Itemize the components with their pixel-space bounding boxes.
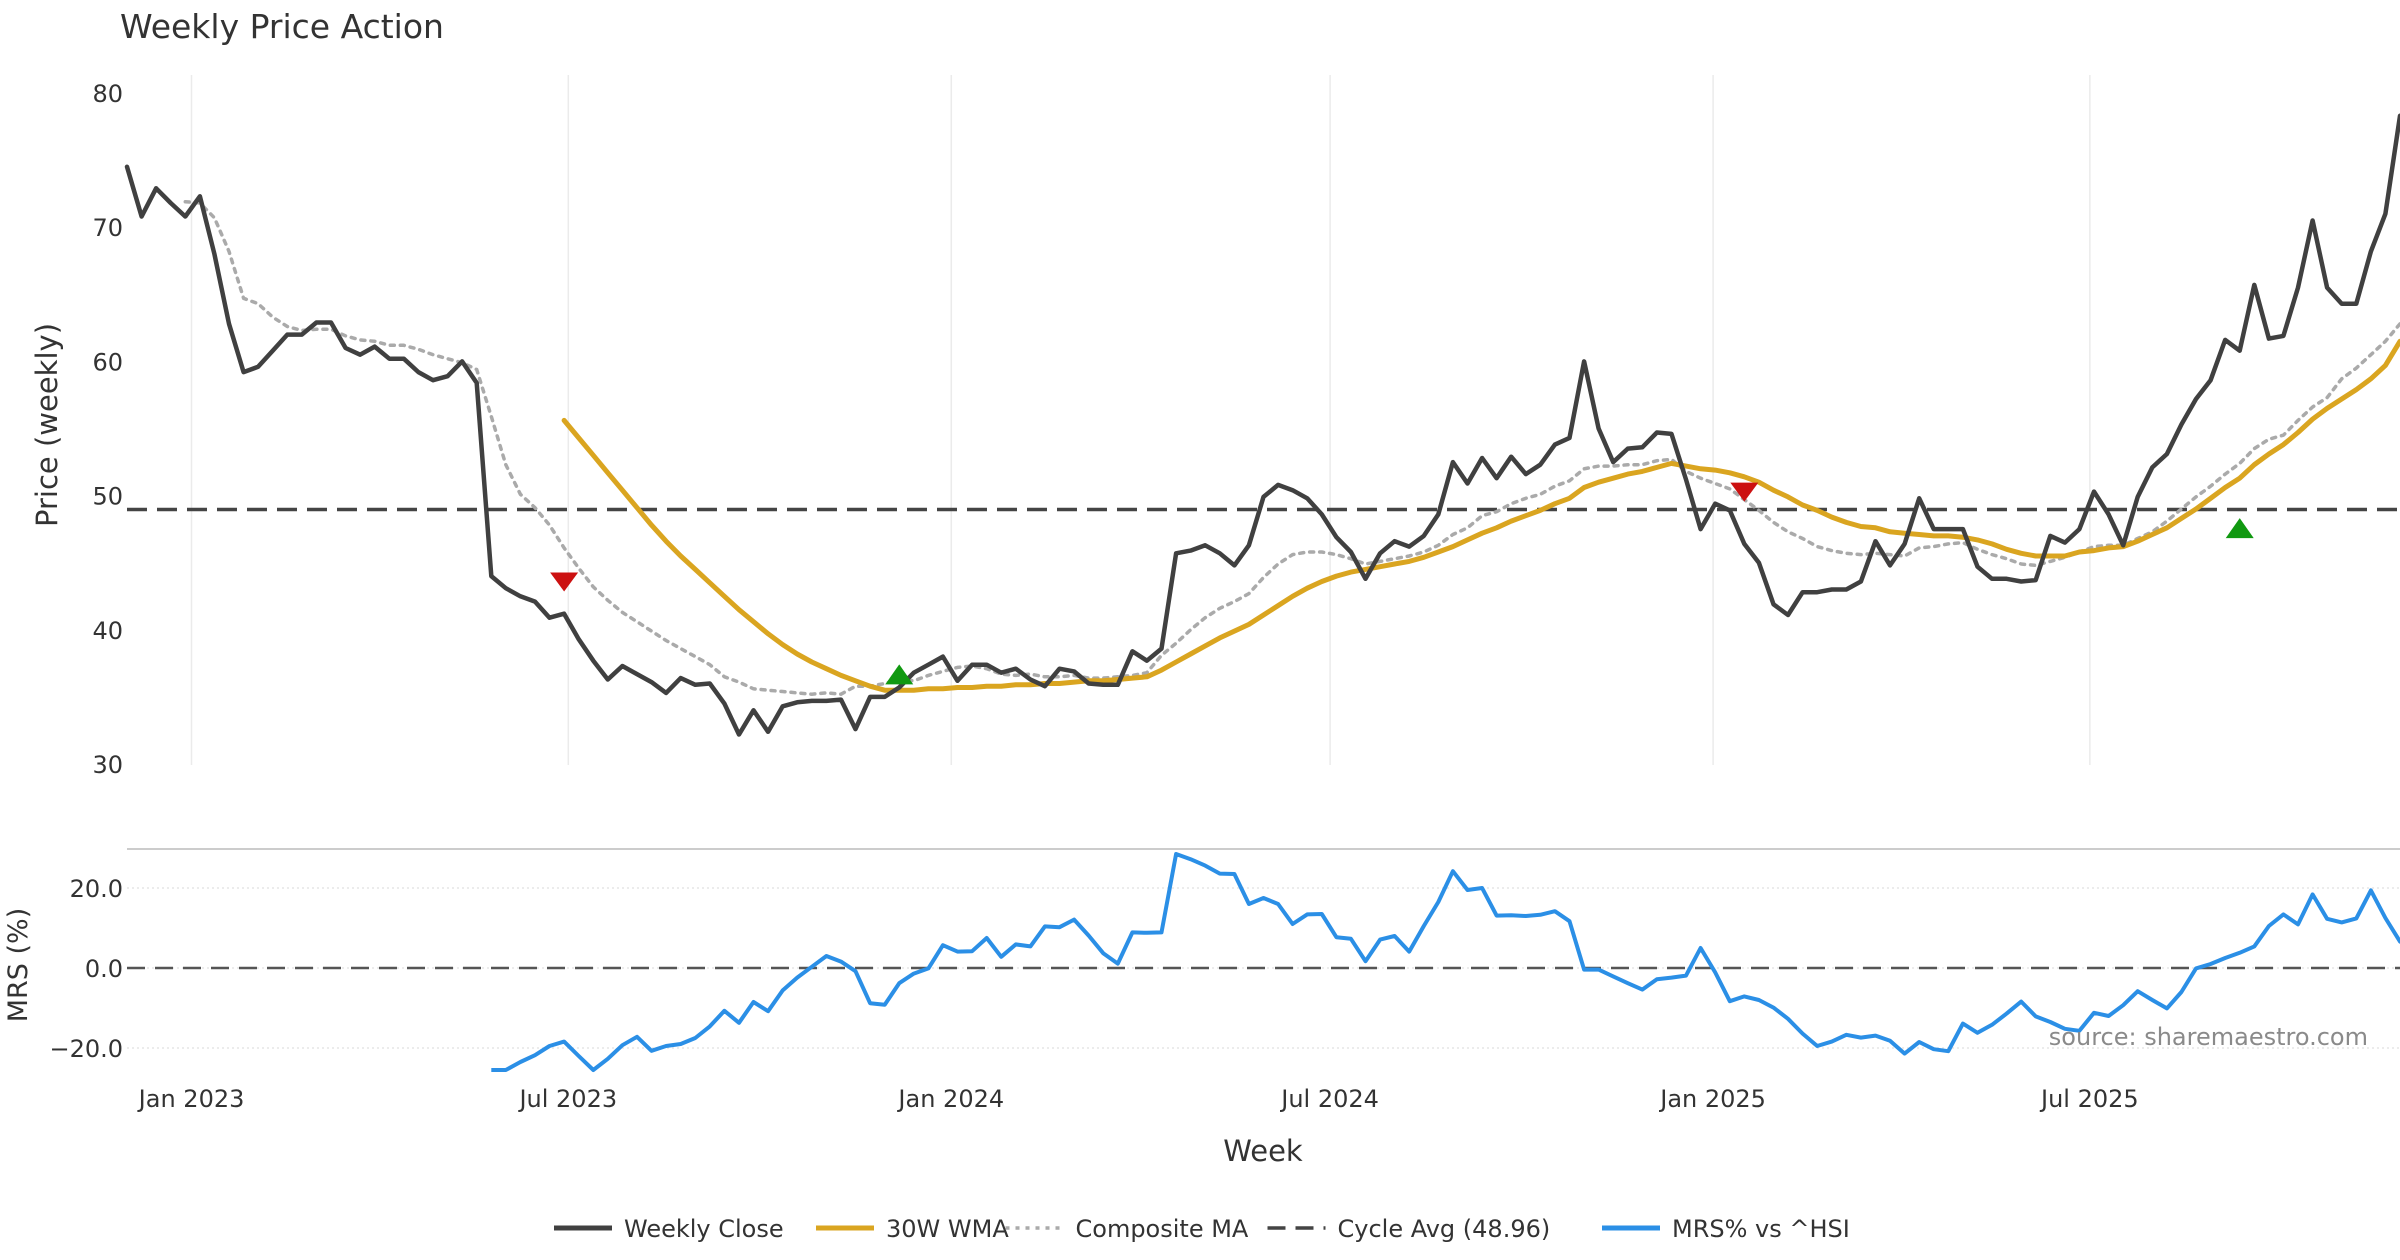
chart-title: Weekly Price Action [120,7,444,46]
price-series [124,113,2400,737]
legend-item: 30W WMA [816,1215,1009,1243]
mrs-y-tick: 0.0 [85,955,123,983]
mrs-panel: 20.0 0.0 −20.0 MRS (%) source: sharemaestr… [3,852,2400,1072]
sell-signal-marker [1730,482,1759,502]
price-y-tick: 70 [92,214,123,242]
mrs-y-axis-label: MRS (%) [3,908,34,1023]
price-y-tick: 30 [92,751,123,779]
x-tick-label: Jul 2024 [1279,1085,1379,1113]
series-line-30w-wma [561,338,2400,693]
x-tick-label: Jan 2024 [896,1085,1004,1113]
price-y-tick-labels: 80 70 60 50 40 30 [92,80,123,779]
sell-signal-marker [550,572,579,592]
x-tick-label: Jul 2025 [2039,1085,2139,1113]
legend-item: MRS% vs ^HSI [1602,1215,1850,1243]
price-y-tick: 40 [92,617,123,645]
mrs-series [491,852,2400,1072]
x-tick-label: Jul 2023 [517,1085,617,1113]
x-axis-label: Week [1223,1134,1303,1168]
price-y-tick: 80 [92,80,123,108]
price-gridlines [190,75,2091,765]
x-tick-label: Jan 2025 [1658,1085,1766,1113]
price-y-tick: 60 [92,348,123,376]
source-note: source: sharemaestro.com [2049,1023,2368,1051]
series-line-composite-ma [183,199,2400,696]
buy-signal-marker [885,664,914,685]
mrs-y-tick: 20.0 [70,875,123,903]
legend: Weekly Close 30W WMA Composite MA Cycle Avg… [554,1215,1850,1243]
legend-item: Composite MA [1005,1215,1249,1243]
buy-signal-marker [2225,518,2254,539]
price-y-axis-label: Price (weekly) [30,323,64,527]
mrs-y-tick: −20.0 [49,1035,123,1063]
legend-label: Weekly Close [624,1215,784,1243]
series-line-mrs [491,852,2400,1072]
legend-label: Cycle Avg (48.96) [1338,1215,1551,1243]
legend-item: Cycle Avg (48.96) [1267,1215,1551,1243]
legend-label: Composite MA [1076,1215,1249,1243]
x-tick-label: Jan 2023 [137,1085,245,1113]
x-tick-labels: Jan 2023 Jul 2023 Jan 2024 Jul 2024 Jan 2025… [137,1085,2139,1113]
price-panel: 80 70 60 50 40 30 Price (weekly) [30,75,2400,779]
mrs-y-tick-labels: 20.0 0.0 −20.0 [49,875,123,1063]
legend-item: Weekly Close [554,1215,784,1243]
series-line-weekly-close [124,113,2400,737]
legend-label: 30W WMA [886,1215,1009,1243]
price-y-tick: 50 [92,483,123,511]
signal-markers [550,482,2254,685]
legend-label: MRS% vs ^HSI [1672,1215,1850,1243]
